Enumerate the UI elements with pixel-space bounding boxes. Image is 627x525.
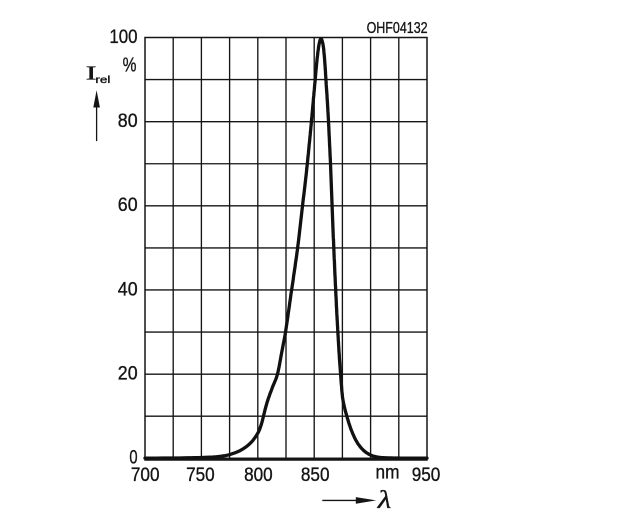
svg-text:40: 40 (118, 278, 138, 300)
svg-text:rel: rel (95, 75, 110, 86)
svg-text:nm: nm (376, 462, 400, 484)
svg-text:700: 700 (131, 464, 160, 486)
svg-text:I: I (86, 63, 97, 85)
svg-text:850: 850 (301, 464, 330, 486)
svg-text:0: 0 (129, 447, 137, 469)
svg-text:λ: λ (377, 487, 392, 514)
svg-text:750: 750 (186, 464, 215, 486)
svg-text:OHF04132: OHF04132 (367, 20, 428, 37)
svg-text:800: 800 (244, 464, 273, 486)
svg-text:950: 950 (412, 464, 441, 486)
svg-text:20: 20 (118, 363, 138, 385)
svg-text:80: 80 (118, 110, 138, 132)
svg-text:%: % (123, 55, 137, 77)
svg-text:60: 60 (118, 194, 138, 216)
svg-text:100: 100 (109, 26, 137, 48)
